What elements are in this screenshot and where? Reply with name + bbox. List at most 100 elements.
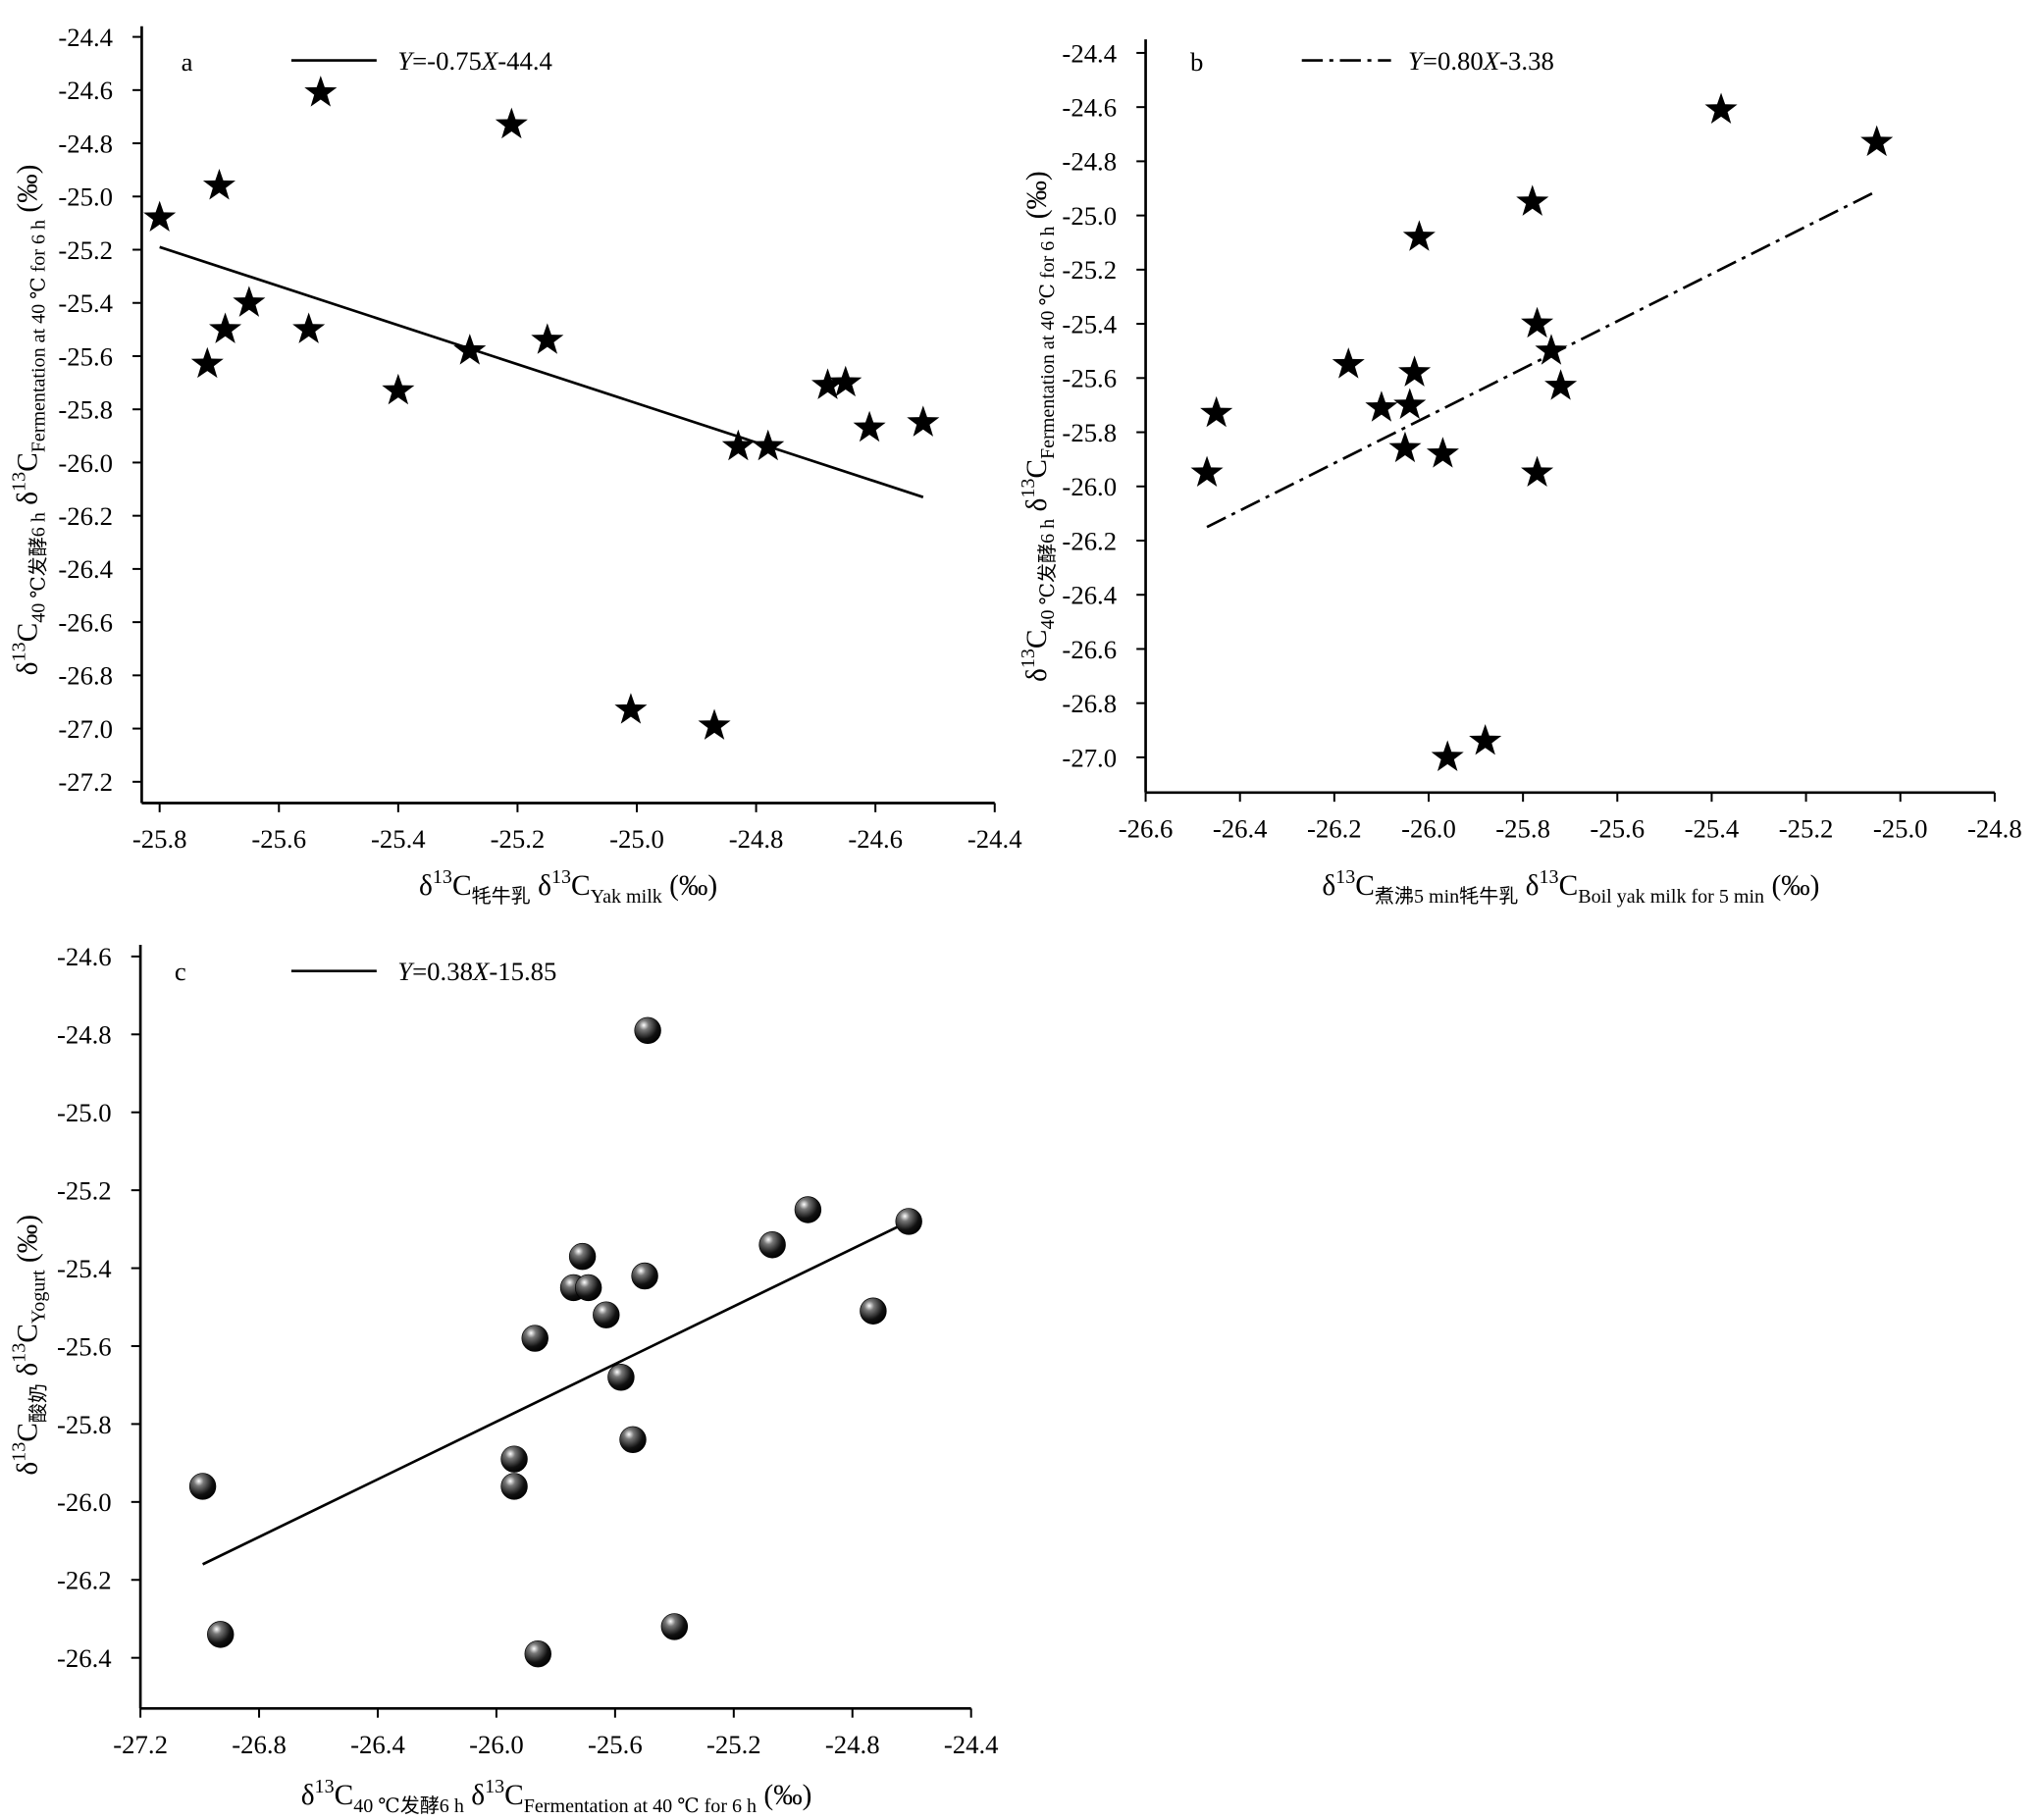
y-axis-label-part: 13	[8, 642, 29, 661]
legend-label: Y=0.38X-15.85	[397, 957, 556, 986]
point	[1544, 369, 1578, 400]
x-tick-label: -25.4	[371, 824, 426, 854]
y-axis-label-part: 13	[8, 472, 29, 492]
x-tick-label: -25.6	[251, 824, 306, 854]
x-tick-label: -24.8	[729, 824, 784, 854]
point	[1365, 390, 1398, 422]
x-axis-label-part: δ	[464, 1780, 485, 1811]
point	[1402, 220, 1436, 251]
x-tick-label: -26.8	[232, 1730, 287, 1759]
y-tick-label: -24.8	[1062, 147, 1117, 177]
point	[593, 1301, 620, 1328]
point	[531, 323, 564, 354]
x-tick-label: -24.4	[967, 824, 1022, 854]
y-tick-label: -25.6	[57, 1331, 112, 1361]
y-tick-label: -26.8	[1062, 689, 1117, 718]
x-axis-label-part: Yak milk	[591, 886, 663, 908]
x-axis-label-part: 13	[1335, 866, 1355, 888]
y-axis-label-part: 40 ℃发酵6 h	[26, 512, 49, 623]
y-axis-label: δ13C40 ℃发酵6 h δ13CFermentation at 40 ℃ f…	[8, 165, 49, 676]
panel: -26.6 -26.4 -26.2 -26.0 -25.8 -25.6 -25.4 -25.2…	[1062, 38, 2021, 843]
x-tick-label: -24.8	[1967, 813, 2022, 843]
point	[698, 708, 731, 740]
x-axis-label-part: C	[504, 1780, 524, 1811]
x-axis-label-part: C	[335, 1780, 354, 1811]
y-tick-label: -25.2	[58, 235, 113, 265]
x-axis-label-part: C	[571, 870, 591, 902]
point	[382, 373, 415, 405]
y-tick-label: -26.4	[58, 554, 113, 584]
y-tick-label: -24.6	[58, 76, 113, 105]
point	[500, 1445, 528, 1473]
point	[631, 1262, 658, 1290]
y-axis-label-part: C	[12, 452, 43, 472]
x-tick-label: -25.6	[588, 1730, 643, 1759]
y-tick-label: -26.4	[1062, 581, 1117, 610]
point	[1535, 334, 1568, 365]
y-tick-label: -26.0	[58, 448, 113, 478]
y-axis-label-part: C	[12, 623, 43, 643]
y-axis-label-part: 13	[8, 1343, 29, 1363]
x-axis-label-part: Boil yak milk for 5 min	[1578, 886, 1764, 908]
y-tick-label: -26.2	[57, 1566, 112, 1595]
x-axis-label-part: δ	[419, 870, 433, 902]
y-tick-label: -25.8	[1062, 418, 1117, 447]
point	[634, 1016, 661, 1045]
point	[143, 200, 177, 233]
x-tick-label: -25.8	[1495, 813, 1550, 843]
y-axis-label-part: C	[12, 1324, 43, 1343]
point	[568, 1242, 597, 1271]
point	[524, 1640, 551, 1668]
point	[190, 346, 224, 379]
y-axis-label-part: 13	[1018, 479, 1039, 498]
y-tick-label: -25.6	[1062, 364, 1117, 393]
point	[895, 1208, 922, 1235]
panel: -25.8 -25.6 -25.4 -25.2 -25.0 -24.8 -24.6 -24.4…	[58, 23, 1021, 854]
panel-letter: c	[175, 957, 186, 986]
x-tick-label: -24.4	[944, 1730, 999, 1759]
point	[1521, 306, 1554, 338]
x-axis-label-part: C	[1355, 870, 1375, 902]
y-tick-label: -27.0	[58, 714, 113, 744]
point	[207, 1621, 235, 1648]
x-axis-label-part: (‰)	[757, 1780, 811, 1811]
panel-letter: b	[1190, 47, 1203, 77]
point	[1200, 395, 1233, 428]
point	[304, 76, 338, 107]
panel: -27.2 -26.8 -26.4 -26.0 -25.6 -25.2 -24.8 -24.4…	[57, 942, 999, 1759]
y-axis-label-part: C	[1021, 629, 1053, 649]
y-axis-label-part: (‰)	[12, 165, 43, 220]
y-tick-label: -26.0	[57, 1487, 112, 1517]
point	[292, 312, 326, 343]
y-tick-label: -25.8	[58, 395, 113, 425]
y-tick-label: -24.6	[1062, 93, 1117, 123]
point	[829, 365, 862, 397]
point	[521, 1325, 549, 1352]
y-tick-label: -26.2	[1062, 526, 1117, 555]
y-axis-label: δ13C酸奶 δ13CYogurt (‰)	[8, 1215, 49, 1476]
y-axis-label-part: δ	[12, 661, 43, 675]
x-tick-label: -25.2	[1779, 813, 1834, 843]
y-tick-label: -25.4	[58, 288, 113, 318]
point	[202, 169, 235, 200]
y-axis-label-part: (‰)	[12, 1215, 43, 1270]
x-axis-label-part: δ	[1518, 870, 1539, 902]
y-axis-label-part: δ	[1021, 498, 1053, 519]
point	[1516, 184, 1549, 216]
point	[721, 429, 755, 461]
x-axis-label-part: δ	[531, 870, 551, 902]
point	[1860, 125, 1894, 157]
y-tick-label: -25.0	[58, 182, 113, 212]
legend-label: Y=-0.75X-44.4	[397, 46, 552, 76]
y-axis-label-part: 13	[8, 1442, 29, 1462]
x-tick-label: -27.2	[113, 1730, 168, 1759]
y-tick-label: -24.4	[58, 23, 113, 52]
fit-line	[202, 1220, 910, 1566]
y-axis-label-part: Yogurt	[27, 1270, 49, 1324]
y-tick-label: -27.2	[58, 767, 113, 797]
x-tick-label: -24.8	[825, 1730, 880, 1759]
panel-letter: a	[182, 47, 193, 77]
y-tick-label: -24.8	[57, 1020, 112, 1050]
point	[619, 1426, 647, 1454]
